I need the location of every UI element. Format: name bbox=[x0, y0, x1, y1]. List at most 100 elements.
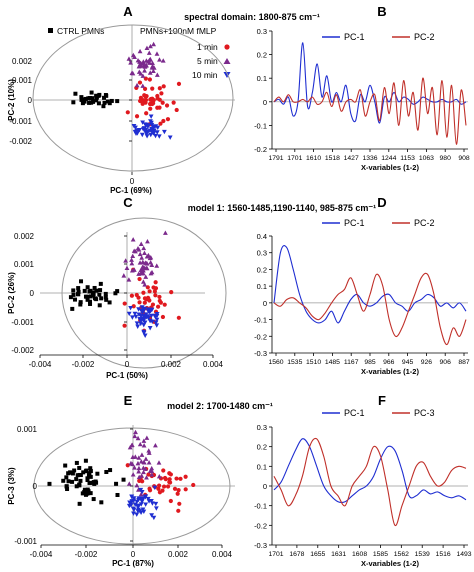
y-tick-label: 0 bbox=[30, 289, 35, 298]
min1-point bbox=[165, 484, 171, 489]
legend-10min-label: 10 min bbox=[192, 70, 218, 80]
ctrl-point bbox=[92, 296, 97, 301]
ctrl-point bbox=[108, 468, 113, 473]
min5-point bbox=[132, 465, 137, 470]
min1-point bbox=[158, 121, 163, 126]
min1-point bbox=[153, 286, 159, 291]
min1-point bbox=[183, 487, 188, 492]
y-tick-label: -0.001 bbox=[9, 117, 32, 126]
ctrl-point bbox=[99, 296, 104, 301]
min10-point bbox=[153, 501, 159, 507]
min10-point bbox=[142, 495, 148, 500]
min1-point bbox=[146, 296, 151, 301]
min10-point bbox=[133, 314, 139, 320]
y-tick-label: 0.2 bbox=[257, 265, 267, 274]
min10-point bbox=[149, 498, 154, 504]
min5-point bbox=[134, 82, 140, 88]
x-tick-label: 926 bbox=[421, 359, 433, 366]
x-tick-label: 0 bbox=[131, 550, 136, 559]
min5-point bbox=[141, 469, 146, 475]
ctrl-point bbox=[79, 97, 84, 102]
panel-label-e: E bbox=[124, 393, 133, 408]
min10-point bbox=[140, 120, 146, 125]
min1-point bbox=[177, 501, 182, 506]
min10-point bbox=[134, 499, 140, 505]
ctrl-point bbox=[101, 104, 106, 109]
min5-point bbox=[126, 277, 132, 282]
ctrl-point bbox=[64, 484, 69, 489]
min1-point bbox=[168, 498, 173, 504]
min5-point bbox=[157, 57, 162, 62]
legend-label: PC-1 bbox=[344, 32, 365, 42]
ctrl-point bbox=[104, 469, 109, 474]
min5-point bbox=[142, 282, 148, 287]
min5-point bbox=[137, 260, 143, 265]
min5-point bbox=[143, 274, 149, 279]
min1-point bbox=[125, 463, 130, 468]
ctrl-point bbox=[83, 458, 88, 463]
min10-point bbox=[126, 503, 132, 509]
min1-point bbox=[155, 304, 161, 309]
min5-point bbox=[149, 465, 155, 471]
ctrl-point bbox=[63, 463, 68, 468]
min5-point bbox=[156, 473, 162, 479]
y-tick-label: 0 bbox=[263, 482, 267, 491]
ctrl-point bbox=[80, 491, 85, 496]
y-tick-label: -0.1 bbox=[254, 121, 267, 130]
y-tick-label: -0.001 bbox=[11, 318, 34, 327]
ctrl-point bbox=[74, 477, 79, 482]
min5-point bbox=[145, 238, 150, 244]
ctrl-point bbox=[70, 306, 75, 311]
min10-point bbox=[141, 322, 147, 328]
ctrl-point bbox=[70, 471, 75, 476]
min5-point bbox=[160, 58, 166, 63]
min5-point bbox=[129, 70, 135, 75]
min1-point bbox=[158, 300, 163, 305]
min1-point bbox=[147, 289, 152, 294]
min5-point bbox=[146, 50, 152, 55]
min5-point bbox=[136, 247, 142, 252]
min5-point bbox=[136, 465, 142, 471]
y-tick-label: 0.001 bbox=[12, 76, 33, 85]
ctrl-point bbox=[86, 489, 91, 494]
min1-point bbox=[143, 97, 149, 103]
x-tick-label: 0 bbox=[130, 177, 135, 186]
ctrl-point bbox=[70, 479, 75, 484]
min1-point bbox=[191, 482, 196, 488]
ctrl-point bbox=[78, 302, 83, 307]
min10-point bbox=[152, 485, 158, 491]
min1-point bbox=[142, 93, 147, 98]
ctrl-point bbox=[99, 500, 104, 505]
min1-point bbox=[160, 314, 166, 320]
min10-point bbox=[146, 123, 152, 128]
min5-point bbox=[134, 482, 140, 488]
y-tick-label: 0.2 bbox=[257, 51, 267, 60]
min5-point bbox=[132, 454, 138, 459]
ctrl-point bbox=[91, 497, 96, 502]
min1-point bbox=[174, 476, 179, 481]
min1-point bbox=[161, 118, 166, 124]
min5-point bbox=[141, 279, 146, 284]
ctrl-point bbox=[86, 96, 91, 101]
min5-point bbox=[141, 438, 147, 443]
min5-point bbox=[132, 433, 138, 439]
min10-point bbox=[147, 318, 153, 324]
ctrl-point bbox=[87, 299, 92, 304]
y-tick-label: 0.1 bbox=[257, 74, 267, 83]
legend-1min-label: 1 min bbox=[197, 42, 218, 52]
min1-point bbox=[164, 103, 170, 108]
min10-point bbox=[131, 507, 137, 513]
x-tick-label: 0.004 bbox=[203, 360, 224, 369]
min1-point bbox=[148, 106, 153, 111]
ctrl-point bbox=[94, 480, 99, 485]
ctrl-point bbox=[102, 100, 107, 105]
min5-point bbox=[139, 452, 145, 457]
y-tick-label: 0.002 bbox=[14, 232, 35, 241]
min5-point bbox=[144, 261, 150, 266]
ctrl-point bbox=[87, 289, 92, 294]
min5-point bbox=[144, 475, 149, 480]
min10-point bbox=[139, 499, 145, 504]
x-tick-label: 1701 bbox=[287, 155, 302, 162]
